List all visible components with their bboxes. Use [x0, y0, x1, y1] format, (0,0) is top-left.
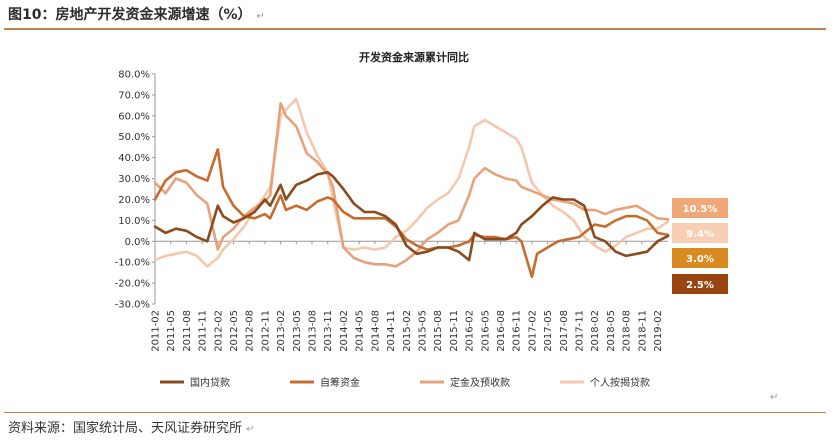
x-tick-label: 2014-05: [355, 310, 366, 352]
end-badge-label: 2.5%: [686, 280, 714, 291]
x-tick-label: 2017-05: [543, 310, 554, 352]
x-tick-label: 2015-08: [433, 310, 444, 352]
y-tick-label: 40.0%: [118, 153, 150, 164]
legend-label: 定金及预收款: [450, 376, 510, 389]
x-tick-label: 2019-02: [653, 310, 664, 352]
x-tick-label: 2012-02: [213, 310, 224, 352]
x-tick-label: 2013-08: [308, 310, 319, 352]
x-tick-label: 2013-02: [276, 310, 287, 352]
legend-label: 国内贷款: [190, 376, 230, 389]
x-tick-label: 2011-11: [198, 310, 209, 352]
y-tick-label: 30.0%: [118, 174, 150, 185]
x-tick-label: 2016-05: [480, 310, 491, 352]
x-tick-label: 2014-08: [370, 310, 381, 352]
x-tick-label: 2017-11: [575, 310, 586, 352]
x-tick-label: 2018-11: [637, 310, 648, 352]
x-tick-label: 2015-05: [417, 310, 428, 352]
end-badge-box: [672, 274, 728, 294]
x-tick-label: 2013-05: [292, 310, 303, 352]
end-badge-box: [672, 223, 728, 243]
x-tick-label: 2018-08: [622, 310, 633, 352]
x-tick-label: 2018-05: [606, 310, 617, 352]
series-line-1: [153, 148, 670, 279]
x-tick-label: 2012-11: [260, 310, 271, 352]
end-badge-label: 10.5%: [683, 204, 718, 215]
y-tick-label: -20.0%: [115, 279, 150, 290]
legend: 国内贷款 自筹资金 定金及预收款 个人按揭贷款: [160, 376, 650, 389]
bottom-rule: [4, 412, 826, 413]
top-rule: [4, 28, 826, 30]
axes: -30.0% -20.0% -10.0% 0.0% 10.0% 20.0% 30.0% 40.…: [115, 70, 668, 352]
x-tick-label: 2016-08: [496, 310, 507, 352]
end-badge-box: [672, 248, 728, 268]
y-tick-label: -10.0%: [115, 258, 150, 269]
return-mark-icon-2: ↵: [770, 392, 779, 403]
x-tick-label: 2012-08: [245, 310, 256, 352]
x-tick-label: 2015-02: [402, 310, 413, 352]
x-tick-label: 2014-11: [386, 310, 397, 352]
y-tick-label: 20.0%: [118, 195, 150, 206]
end-badge-label: 9.4%: [686, 229, 714, 240]
x-tick-label: 2018-02: [590, 310, 601, 352]
legend-label: 自筹资金: [320, 376, 360, 389]
x-tick-label: 2012-05: [229, 310, 240, 352]
y-tick-label: 80.0%: [118, 70, 150, 81]
figure-label: 图10：房地产开发资金来源增速（%）: [8, 7, 252, 23]
legend-label: 个人按揭贷款: [590, 376, 650, 389]
x-tick-label: 2013-11: [323, 310, 334, 352]
y-tick-label: -30.0%: [115, 300, 150, 311]
x-tick-label: 2015-11: [449, 310, 460, 352]
y-tick-label: 10.0%: [118, 216, 150, 227]
series-line-0: [153, 171, 670, 262]
x-tick-label: 2011-08: [182, 310, 193, 352]
x-tick-label: 2016-11: [512, 310, 523, 352]
x-tick-label: 2011-02: [151, 310, 162, 352]
source-text: 资料来源：国家统计局、天风证券研究所: [8, 421, 243, 436]
y-tick-label: 70.0%: [118, 90, 150, 101]
series-line-3: [153, 97, 670, 268]
x-tick-label: 2011-05: [166, 310, 177, 352]
y-tick-label: 50.0%: [118, 132, 150, 143]
return-mark-icon: ↵: [256, 11, 265, 22]
x-tick-label: 2014-02: [339, 310, 350, 352]
end-badge-box: [672, 198, 728, 218]
x-tick-label: 2016-02: [465, 310, 476, 352]
series-lines: [153, 97, 670, 279]
end-badge-label: 3.0%: [686, 254, 714, 265]
x-tick-label: 2017-02: [527, 310, 538, 352]
source-note: 资料来源：国家统计局、天风证券研究所 ↵: [8, 417, 255, 436]
figure-title: 图10：房地产开发资金来源增速（%） ↵: [8, 4, 265, 24]
chart-title: 开发资金来源累计同比: [359, 50, 469, 64]
y-tick-label: 60.0%: [118, 111, 150, 122]
return-mark-icon-3: ↵: [246, 424, 255, 435]
y-tick-label: 0.0%: [125, 237, 150, 248]
x-tick-label: 2017-08: [559, 310, 570, 352]
end-value-badges: 10.5% 9.4% 3.0% 2.5%: [672, 198, 728, 294]
